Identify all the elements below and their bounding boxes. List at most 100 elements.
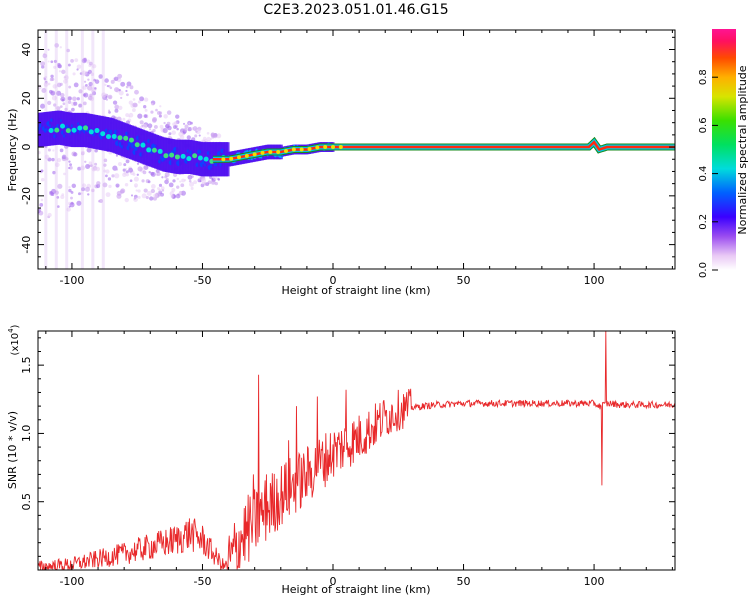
ridge-blob (88, 129, 94, 135)
speckle (125, 89, 128, 93)
snr-xtick-label: -50 (193, 575, 211, 588)
speckle (84, 186, 90, 192)
speckle (95, 166, 101, 172)
carrier-hotspot (291, 147, 296, 152)
speckle (38, 208, 41, 214)
spectrogram-ytick-label: -20 (20, 187, 33, 205)
carrier-hotspot (237, 155, 242, 160)
ridge-blob (197, 155, 203, 161)
noise-streak (91, 30, 95, 269)
speckle (210, 133, 215, 138)
speckle (206, 136, 211, 142)
speckle (63, 172, 66, 176)
spectrogram-xtick-label: 0 (330, 274, 337, 287)
speckle (183, 179, 187, 182)
speckle (105, 98, 109, 101)
speckle (137, 100, 141, 104)
speckle (180, 183, 185, 188)
carrier-core (212, 140, 675, 161)
ridge-blob (65, 128, 71, 134)
speckle (76, 97, 80, 101)
speckle (115, 168, 119, 171)
spectrogram-xtick-label: 100 (584, 274, 605, 287)
speckle (80, 150, 85, 155)
speckle (134, 89, 139, 95)
speckle (41, 88, 47, 94)
speckle (143, 114, 148, 118)
speckle (109, 86, 113, 90)
carrier-hotspot (299, 147, 304, 152)
speckle (90, 188, 95, 193)
snr-multiplier: (x104) (7, 324, 21, 355)
ridge-blob (105, 134, 111, 140)
snr-series (38, 331, 675, 570)
speckle (144, 108, 148, 112)
speckle (158, 183, 163, 187)
speckle (63, 75, 69, 81)
speckle (64, 107, 68, 112)
speckle (150, 171, 156, 177)
speckle (69, 166, 73, 170)
speckle (126, 93, 129, 97)
ridge-blob (71, 127, 77, 133)
speckle (41, 65, 45, 69)
speckle (125, 85, 129, 89)
speckle (52, 149, 55, 152)
speckle (147, 180, 151, 184)
speckle (166, 110, 172, 115)
ridge-blob (77, 125, 83, 131)
speckle (133, 197, 136, 200)
speckle (82, 85, 87, 90)
speckle (206, 131, 210, 135)
speckle (50, 74, 54, 78)
ridge-blob (111, 133, 117, 139)
speckle (63, 79, 68, 84)
speckle (187, 128, 191, 132)
speckle (159, 124, 164, 129)
speckle (128, 167, 134, 173)
carrier-hotspot (244, 153, 249, 158)
speckle (184, 124, 189, 129)
speckle (105, 174, 108, 178)
speckle (115, 183, 120, 188)
speckle (68, 160, 71, 163)
snr-x-ticks: -100 -50 0 50 100 (45, 331, 673, 588)
speckle (111, 174, 115, 178)
ridge-blob (128, 137, 134, 143)
speckle (54, 43, 59, 48)
speckle (88, 86, 93, 91)
speckle (62, 102, 66, 106)
speckle (88, 161, 92, 165)
speckle (53, 59, 57, 63)
ridge-blob (140, 142, 146, 148)
speckle (136, 173, 139, 176)
speckle (178, 131, 184, 137)
spectrogram-y-ticks: -40 -20 0 20 40 (20, 36, 675, 270)
speckle (112, 100, 118, 105)
speckle (153, 193, 158, 198)
svg-text:(x104): (x104) (7, 324, 21, 355)
ridge-blob (203, 156, 209, 162)
speckle (155, 108, 158, 112)
speckle (90, 164, 93, 167)
speckle (118, 88, 121, 92)
ridge-blob (100, 131, 106, 137)
speckle (68, 85, 72, 89)
speckle (80, 192, 83, 195)
speckle (103, 163, 107, 167)
speckle (105, 192, 111, 198)
carrier-hotspot (338, 145, 343, 150)
speckle (183, 128, 188, 133)
noise-streak (80, 30, 84, 269)
speckle (139, 120, 144, 125)
speckle (54, 162, 60, 168)
speckle (52, 84, 57, 89)
speckle (91, 90, 94, 93)
speckle (150, 110, 154, 114)
speckle (120, 81, 126, 87)
speckle (68, 188, 72, 193)
speckle (38, 151, 41, 155)
speckle (49, 191, 54, 196)
speckle (60, 194, 65, 200)
speckle (80, 165, 86, 171)
